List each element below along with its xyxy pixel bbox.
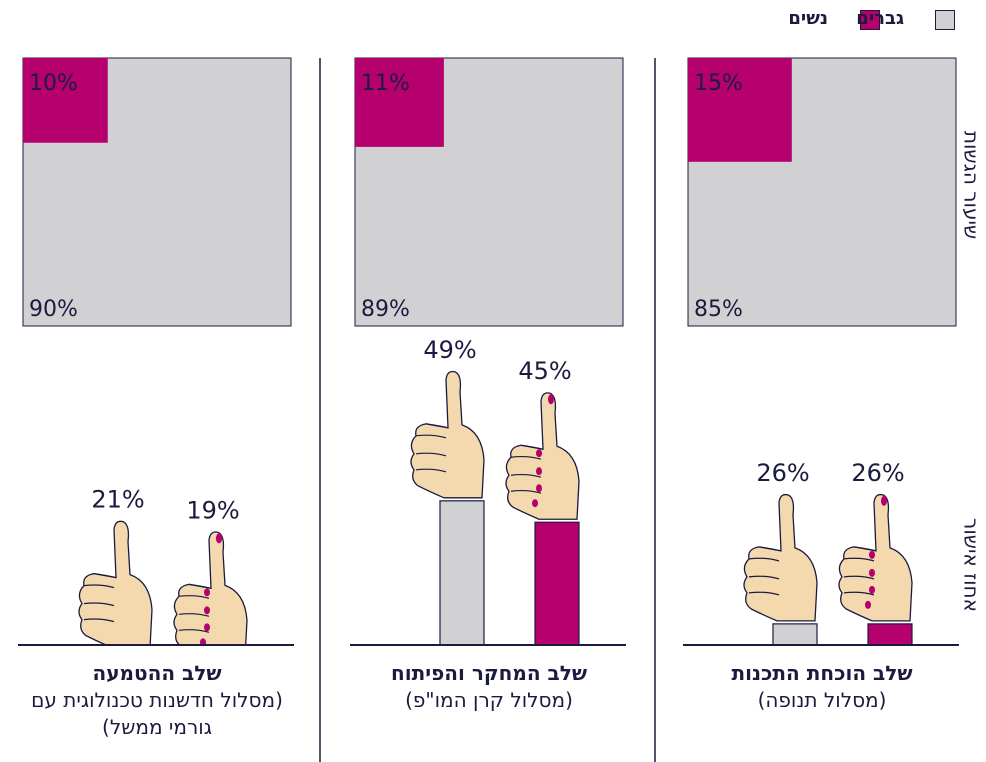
value-label: 45% <box>518 357 571 385</box>
panel-label: שלב המחקר והפיתוח (מסלול קרן המו"פ) <box>339 660 639 714</box>
thumb-figure <box>743 493 818 645</box>
value-label: 26% <box>756 459 809 487</box>
panel-subtitle: (מסלול חדשנות טכנולוגית עם גורמי ממשל) <box>31 688 283 739</box>
finger-line <box>188 583 212 589</box>
hand <box>505 392 580 520</box>
thumb-figure <box>173 531 248 645</box>
finger-line <box>83 602 115 607</box>
finger-line <box>843 557 875 562</box>
panel-title: שלב ההטמעה <box>92 661 222 685</box>
sleeve <box>772 623 818 645</box>
value-label: 90% <box>29 297 78 322</box>
value-label: 85% <box>694 297 743 322</box>
panel-title: שלב המחקר והפיתוח <box>390 661 588 685</box>
finger-line <box>415 468 447 473</box>
nail <box>204 588 210 597</box>
value-label: 15% <box>694 71 743 96</box>
finger-line <box>178 613 210 617</box>
hand <box>78 520 153 645</box>
panel-subtitle: (מסלול תנופה) <box>757 688 887 712</box>
panel-label: שלב ההטמעה (מסלול חדשנות טכנולוגית עם גור… <box>7 660 307 741</box>
nail <box>536 467 542 476</box>
thumb-figure <box>838 493 913 645</box>
women-square <box>688 58 792 162</box>
hand <box>410 370 485 499</box>
hand <box>743 493 818 622</box>
finger-line <box>758 546 782 552</box>
legend-label: נשים <box>788 8 828 29</box>
finger-line <box>178 629 210 633</box>
finger-line <box>83 584 115 589</box>
finger-line <box>415 452 447 457</box>
legend-swatch <box>935 10 955 30</box>
finger-line <box>843 591 875 596</box>
value-label: 21% <box>91 486 144 514</box>
value-label: 10% <box>29 71 78 96</box>
men-square <box>354 57 624 327</box>
thumb-figure <box>505 392 580 645</box>
row-title: אחוז אישור <box>960 518 984 612</box>
nail <box>536 484 542 493</box>
finger-line <box>178 595 210 599</box>
nail <box>536 449 542 458</box>
nail <box>216 533 222 544</box>
hand <box>838 493 913 622</box>
row-title: שיעור הגשות <box>960 131 984 239</box>
finger-line <box>510 455 542 460</box>
hand <box>173 531 248 645</box>
finger-line <box>510 489 542 494</box>
finger-line <box>853 546 877 552</box>
finger-line <box>748 557 780 562</box>
value-label: 89% <box>361 297 410 322</box>
finger-line <box>520 444 544 450</box>
nail <box>869 550 875 559</box>
legend-label: גברים <box>856 8 904 29</box>
value-label: 26% <box>851 459 904 487</box>
nail <box>869 585 875 594</box>
value-label: 19% <box>186 496 239 524</box>
finger-line <box>510 473 542 478</box>
value-label: 11% <box>361 71 410 96</box>
nail <box>532 499 538 508</box>
finger-line <box>425 423 449 429</box>
legend-swatch <box>860 10 880 30</box>
nail <box>865 600 871 609</box>
sleeve <box>439 500 485 645</box>
finger-line <box>415 434 447 439</box>
panel-subtitle: (מסלול קרן המו"פ) <box>405 688 573 712</box>
panel-title: שלב הוכחת התכנות <box>731 661 913 685</box>
thumb-figure <box>410 370 485 645</box>
nail <box>881 495 887 506</box>
finger-line <box>83 618 115 623</box>
nail <box>204 623 210 632</box>
nail <box>204 606 210 615</box>
thumb-figure <box>78 520 153 645</box>
finger-line <box>748 591 780 596</box>
value-label: 49% <box>423 336 476 364</box>
sleeve <box>867 623 913 645</box>
nail <box>548 394 554 405</box>
finger-line <box>843 575 875 580</box>
sleeve <box>534 521 580 645</box>
women-square <box>23 58 108 143</box>
nail <box>200 638 206 645</box>
nail <box>869 568 875 577</box>
panel-label: שלב הוכחת התכנות (מסלול תנופה) <box>672 660 972 714</box>
women-square <box>355 58 444 147</box>
finger-line <box>748 575 780 580</box>
finger-line <box>93 573 117 579</box>
